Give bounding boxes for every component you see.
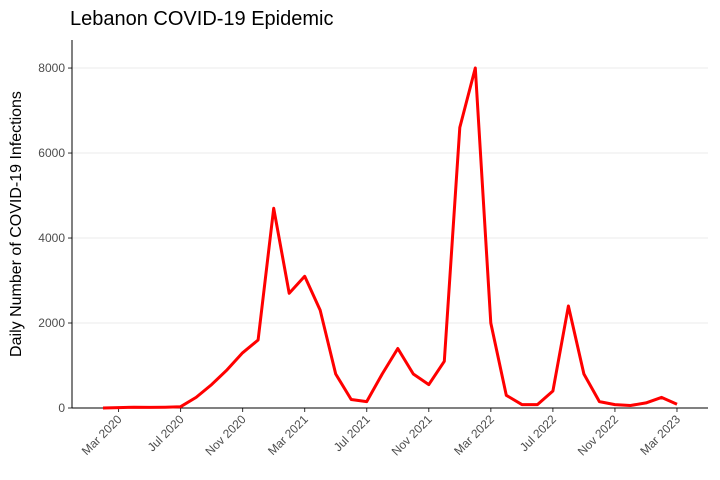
y-tick-label: 4000: [38, 231, 65, 245]
x-tick-label: Jul 2022: [517, 412, 559, 454]
y-axis-label: Daily Number of COVID-19 Infections: [8, 91, 25, 357]
x-tick-label: Mar 2022: [451, 412, 497, 458]
y-tick-label: 2000: [38, 316, 65, 330]
x-tick-label: Mar 2020: [79, 412, 125, 458]
x-tick-label: Nov 2022: [575, 412, 621, 458]
x-tick-label: Jul 2020: [145, 412, 187, 454]
y-tick-label: 6000: [38, 146, 65, 160]
x-tick-label: Mar 2021: [265, 412, 311, 458]
y-tick-label: 8000: [38, 61, 65, 75]
y-tick-label: 0: [58, 401, 65, 415]
series-line: [102, 66, 678, 410]
x-tick-label: Nov 2021: [389, 412, 435, 458]
chart-title: Lebanon COVID-19 Epidemic: [70, 8, 333, 30]
x-tick-label: Jul 2021: [331, 412, 373, 454]
x-tick-label: Mar 2023: [637, 412, 683, 458]
x-tick-label: Nov 2020: [203, 412, 249, 458]
